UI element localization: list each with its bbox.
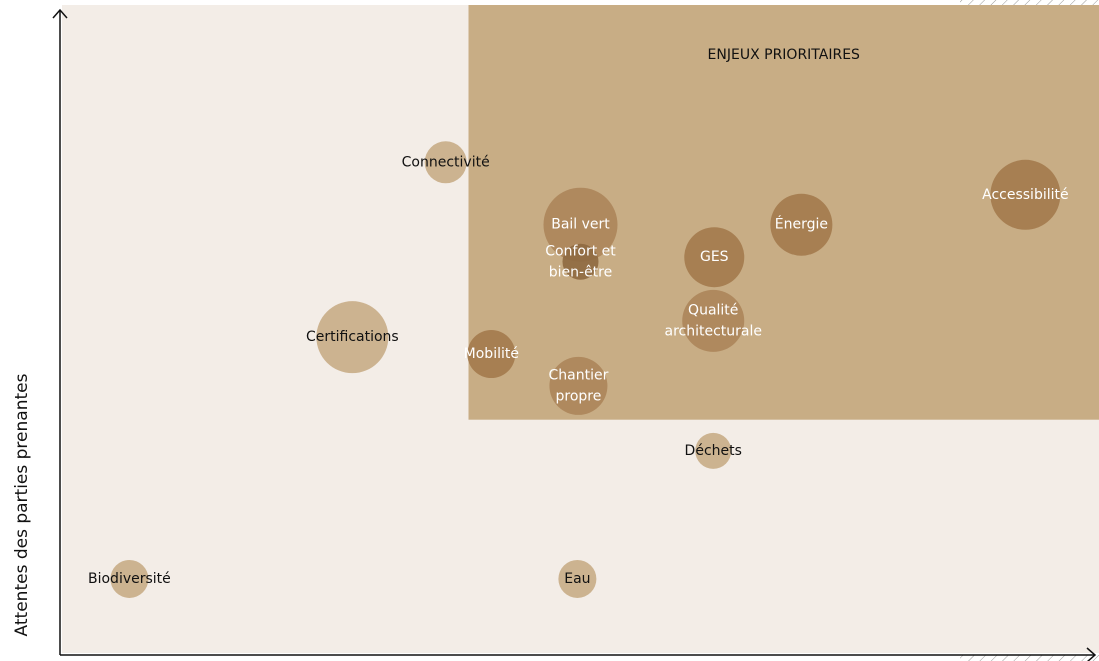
bubble-label: Eau (564, 571, 590, 587)
bubble-label: Mobilité (464, 346, 519, 362)
y-axis-label: Attentes des parties prenantes (12, 373, 32, 636)
bubble (695, 432, 732, 469)
bubble-label: Déchets (685, 443, 742, 459)
plot-area: ENJEUX PRIORITAIRES Connectivité Certifica… (62, 5, 1099, 653)
bubble-label: Confort et (545, 243, 616, 259)
y-axis-arrow (52, 8, 68, 19)
bubble (684, 227, 745, 288)
bubble (682, 289, 745, 352)
bubble (424, 141, 467, 184)
bubble (543, 187, 618, 262)
bubble (990, 159, 1061, 230)
zone-title: ENJEUX PRIORITAIRES (708, 47, 861, 63)
bubble (110, 559, 149, 598)
bubble-label: Qualité (688, 302, 738, 318)
bubble-label: Énergie (775, 216, 828, 233)
bubble (562, 243, 599, 280)
bubble-label: Certifications (306, 329, 399, 345)
hatch-decoration (960, 655, 1099, 661)
bubble (549, 356, 608, 415)
bubble-label: GES (700, 249, 729, 265)
bubble-label: Bail vert (551, 217, 610, 233)
bubble-label: Accessibilité (982, 187, 1068, 203)
bubble-label: propre (555, 388, 601, 404)
bubble (558, 559, 597, 598)
bubble (316, 301, 389, 374)
bubble (467, 330, 516, 379)
bubble (770, 193, 833, 256)
bubble-label: architecturale (664, 323, 762, 339)
bubble-label: Chantier (548, 367, 608, 383)
bubble-label: Biodiversité (88, 571, 171, 587)
x-axis-arrow (1086, 647, 1097, 661)
bubble-label: bien-être (549, 264, 612, 280)
bubble-label: Connectivité (402, 154, 490, 170)
hatch-decoration (960, 0, 1099, 6)
